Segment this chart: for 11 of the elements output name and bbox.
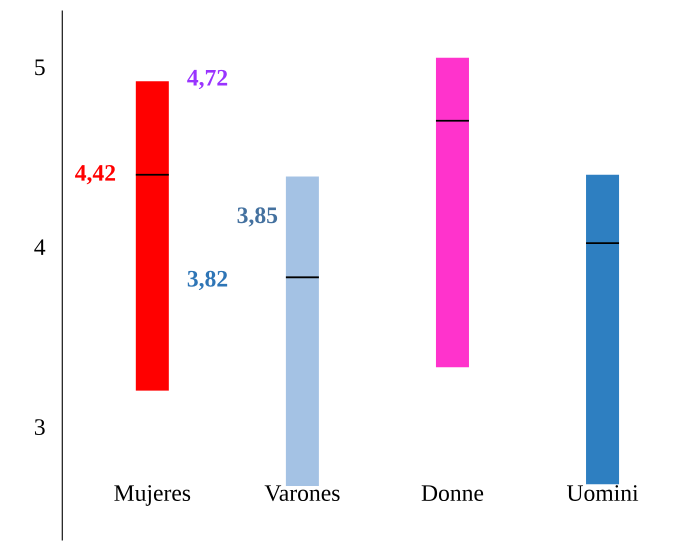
annotation: 3,82 (188, 270, 228, 290)
x-tick-label: Mujeres (114, 485, 190, 506)
annotation: 3,85 (238, 207, 278, 227)
y-tick-label: 4 (34, 239, 46, 255)
y-tick-label: 3 (34, 419, 45, 436)
annotation: 4,72 (187, 70, 228, 90)
x-tick-label: Donne (422, 485, 484, 502)
x-tick-label: Varones (264, 485, 340, 502)
y-tick-label: 5 (35, 60, 45, 76)
x-tick-label: Uomini (566, 485, 638, 502)
annotation: 4,42 (75, 165, 116, 184)
